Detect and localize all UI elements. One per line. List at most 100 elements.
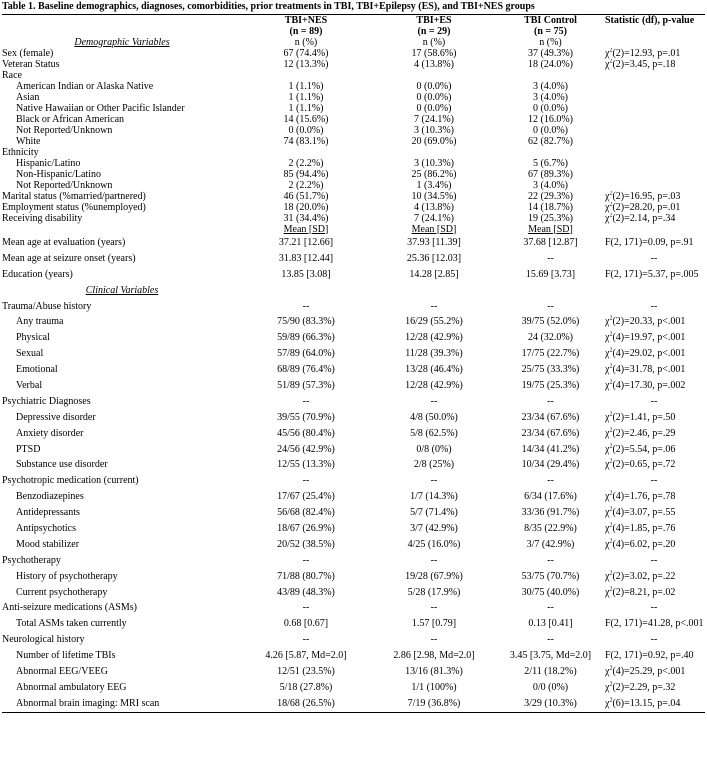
- row-label: Mean age at evaluation (years): [2, 236, 126, 248]
- cell: --: [547, 395, 554, 407]
- cell: 13/16 (81.3%): [405, 665, 463, 677]
- row-label: Psychotherapy: [2, 554, 61, 566]
- cell: 2 (2.2%): [288, 180, 324, 191]
- cell: 1 (1.1%): [288, 81, 324, 92]
- cell: [603, 81, 705, 92]
- cell: [498, 70, 603, 81]
- cell: χ2(2)=0.65, p=.72: [605, 459, 676, 471]
- cell: 62 (82.7%): [528, 136, 573, 147]
- cell: --: [430, 300, 438, 312]
- cell: 18 (20.0%): [283, 202, 329, 213]
- cell: 24 (32.0%): [528, 332, 573, 344]
- cell: 12/28 (42.9%): [405, 379, 463, 391]
- row-label: Education (years): [2, 268, 73, 280]
- cell: 45/56 (80.4%): [277, 427, 335, 439]
- cell: n (%): [294, 37, 318, 48]
- cell: 56/68 (82.4%): [277, 507, 335, 519]
- row-label: Abnormal brain imaging: MRI scan: [2, 695, 242, 713]
- cell: --: [650, 395, 658, 407]
- row-label: Trauma/Abuse history: [2, 300, 92, 312]
- cell: --: [430, 395, 438, 407]
- cell: 0 (0.0%): [416, 81, 452, 92]
- cell: 0.13 [0.41]: [528, 618, 573, 630]
- cell: 7 (24.1%): [414, 114, 454, 125]
- cell: 1/7 (14.3%): [410, 491, 458, 503]
- cell: F(2, 171)=41.28, p<.001: [605, 618, 704, 630]
- table-row: White 74 (83.1%) 20 (69.0%) 62 (82.7%): [2, 136, 705, 147]
- cell: 0.68 [0.67]: [283, 618, 329, 630]
- cell: 16/29 (55.2%): [405, 316, 463, 328]
- row-label: Race: [2, 70, 22, 81]
- cell: 1 (1.1%): [288, 103, 324, 114]
- cell: 0 (0.0%): [533, 103, 568, 114]
- row-label: Sexual: [16, 348, 44, 360]
- header-cell: (n = 89): [289, 26, 323, 37]
- cell: --: [650, 602, 658, 614]
- cell: 3/7 (42.9%): [526, 538, 575, 550]
- row-label: Veteran Status: [2, 59, 60, 70]
- cell: 4/8 (50.0%): [410, 411, 458, 423]
- cell: 85 (94.4%): [283, 169, 329, 180]
- cell: [603, 103, 705, 114]
- row-label: Asian: [16, 92, 40, 103]
- cell: 53/75 (70.7%): [521, 570, 580, 582]
- cell: 8/35 (22.9%): [524, 522, 577, 534]
- cell: --: [547, 554, 554, 566]
- cell: [603, 114, 705, 125]
- cell: 7 (24.1%): [414, 213, 454, 224]
- cell: χ2(4)=19.97, p<.001: [605, 331, 686, 344]
- row-label: PTSD: [16, 443, 41, 455]
- row-label: Ethnicity: [2, 147, 39, 158]
- cell: 37.21 [12.66]: [278, 236, 334, 248]
- table-row: Marital status (%married/partnered) 46 (5…: [2, 191, 705, 202]
- row-label: Emotional: [16, 364, 58, 376]
- cell: 0 (0.0%): [288, 125, 324, 136]
- row-label: Neurological history: [2, 634, 85, 646]
- cell: Mean [SD]: [283, 224, 329, 235]
- cell: 14.28 [2.85]: [409, 268, 459, 280]
- cell: χ2(2)=2.14, p=.34: [605, 213, 676, 224]
- cell: 43/89 (48.3%): [277, 586, 335, 598]
- table-header: TBI+NES TBI+ES TBI Control Statistic (df), …: [2, 15, 705, 37]
- cell: 20/52 (38.5%): [277, 538, 335, 550]
- row-label: [2, 224, 242, 235]
- cell: 11/28 (39.3%): [405, 348, 463, 360]
- table-row: Antipsychotics 18/67 (26.9%) 3/7 (42.9%) 8/…: [2, 521, 705, 537]
- cell: --: [430, 602, 438, 614]
- cell: 5/7 (71.4%): [410, 507, 458, 519]
- row-label: Not Reported/Unknown: [16, 180, 113, 191]
- row-label: Employment status (%unemployed): [2, 202, 146, 213]
- table-row: Ethnicity: [2, 147, 705, 158]
- cell: 2/8 (25%): [413, 459, 455, 471]
- cell: 5 (6.7%): [533, 158, 568, 169]
- table-row: Anti-seizure medications (ASMs) -- -- -- --: [2, 600, 705, 616]
- table-row: Verbal 51/89 (57.3%) 12/28 (42.9%) 19/75 (2…: [2, 378, 705, 394]
- cell: 5/18 (27.8%): [279, 681, 333, 693]
- cell: [603, 147, 705, 158]
- cell: 13.85 [3.08]: [281, 268, 331, 280]
- cell: [603, 37, 705, 48]
- cell: 17/67 (25.4%): [277, 491, 335, 503]
- cell: [603, 125, 705, 136]
- cell: --: [302, 602, 310, 614]
- cell: 33/36 (91.7%): [521, 507, 580, 519]
- cell: 67 (89.3%): [528, 169, 573, 180]
- cell: 17/75 (22.7%): [521, 348, 580, 360]
- cell: χ2(2)=2.29, p=.32: [605, 681, 676, 693]
- table-row: History of psychotherapy 71/88 (80.7%) 19/…: [2, 569, 705, 585]
- cell: 5/8 (62.5%): [410, 427, 458, 439]
- table-row: Any trauma 75/90 (83.3%) 16/29 (55.2%) 39/7…: [2, 314, 705, 330]
- cell: 24/56 (42.9%): [277, 443, 335, 455]
- cell: χ2(4)=1.85, p=.76: [605, 522, 676, 534]
- cell: χ2(4)=29.02, p<.001: [605, 347, 686, 360]
- table-row: Number of lifetime TBIs 4.26 [5.87, Md=2.…: [2, 648, 705, 664]
- cell: 3.45 [3.75, Md=2.0]: [509, 650, 592, 662]
- row-label: Clinical Variables: [85, 284, 159, 296]
- cell: [603, 283, 705, 299]
- table-row: Benzodiazepines 17/67 (25.4%) 1/7 (14.3%) 6…: [2, 489, 705, 505]
- cell: 1 (3.4%): [416, 180, 452, 191]
- row-label: Non-Hispanic/Latino: [16, 169, 101, 180]
- table-row: Mean age at seizure onset (years) 31.83 […: [2, 251, 705, 267]
- table-row: American Indian or Alaska Native 1 (1.1%)…: [2, 81, 705, 92]
- row-label: Abnormal EEG/VEEG: [16, 665, 108, 677]
